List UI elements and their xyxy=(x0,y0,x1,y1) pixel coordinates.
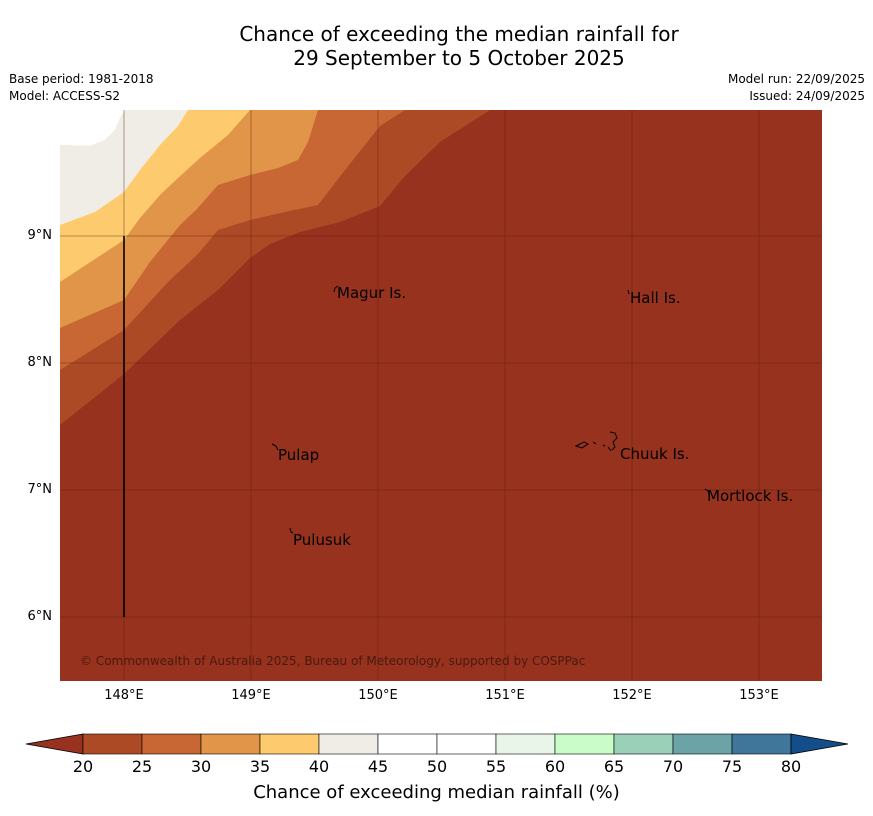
lat-label-9: 9°N xyxy=(27,228,53,243)
colorbar-tick-label: 20 xyxy=(72,757,94,776)
place-label-mortlock: Mortlock Is. xyxy=(707,487,794,505)
colorbar-tick-label: 80 xyxy=(780,757,802,776)
map-blank-corner xyxy=(60,110,125,146)
colorbar-tick-label: 50 xyxy=(426,757,448,776)
island-hall xyxy=(627,289,630,295)
colorbar-tick-label: 60 xyxy=(544,757,566,776)
colorbar-tick-label: 40 xyxy=(308,757,330,776)
lon-label-151: 151°E xyxy=(485,688,525,703)
lon-label-150: 150°E xyxy=(358,688,398,703)
colorbar-tick-label: 25 xyxy=(131,757,153,776)
model-name: Model: ACCESS-S2 xyxy=(9,89,121,103)
lon-label-152: 152°E xyxy=(612,688,652,703)
title-line-1: Chance of exceeding the median rainfall … xyxy=(239,22,679,46)
colorbar-tick-label: 70 xyxy=(662,757,684,776)
model-run: Model run: 22/09/2025 xyxy=(727,72,865,86)
lat-label-7: 7°N xyxy=(27,482,53,497)
islands xyxy=(271,285,710,534)
island-pulap xyxy=(271,443,279,451)
island-pulusuk xyxy=(289,527,294,534)
lon-label-153: 153°E xyxy=(739,688,779,703)
colorbar-tick-label: 45 xyxy=(367,757,389,776)
meta-right: Model run: 22/09/2025 Issued: 24/09/2025 xyxy=(728,71,865,105)
place-label-magur: Magur Is. xyxy=(337,284,407,302)
meta-left: Base period: 1981-2018 Model: ACCESS-S2 xyxy=(9,71,154,105)
colorbar-tick-label: 55 xyxy=(485,757,507,776)
colorbar-label: Chance of exceeding median rainfall (%) xyxy=(253,782,620,803)
lat-label-8: 8°N xyxy=(27,355,53,370)
island-magur xyxy=(333,285,339,293)
issued-date: Issued: 24/09/2025 xyxy=(749,89,865,103)
base-period: Base period: 1981-2018 xyxy=(9,72,154,86)
colorbar-tick-label: 35 xyxy=(249,757,271,776)
place-label-pulap: Pulap xyxy=(278,446,320,464)
island-chuuk xyxy=(574,431,618,452)
lon-label-148: 148°E xyxy=(104,688,144,703)
map-title: Chance of exceeding the median rainfall … xyxy=(0,22,873,70)
copyright-notice: © Commonwealth of Australia 2025, Bureau… xyxy=(80,654,586,668)
place-label-hall: Hall Is. xyxy=(630,289,681,307)
colorbar-tick-label: 65 xyxy=(603,757,625,776)
colorbar-tick-label: 30 xyxy=(190,757,212,776)
lon-label-149: 149°E xyxy=(231,688,271,703)
place-label-pulusuk: Pulusuk xyxy=(293,531,351,549)
colorbar-tick-label: 75 xyxy=(721,757,743,776)
island-mortlock xyxy=(704,488,710,495)
title-line-2: 29 September to 5 October 2025 xyxy=(293,46,625,70)
place-label-chuuk: Chuuk Is. xyxy=(620,445,690,463)
lat-label-6: 6°N xyxy=(27,609,53,624)
